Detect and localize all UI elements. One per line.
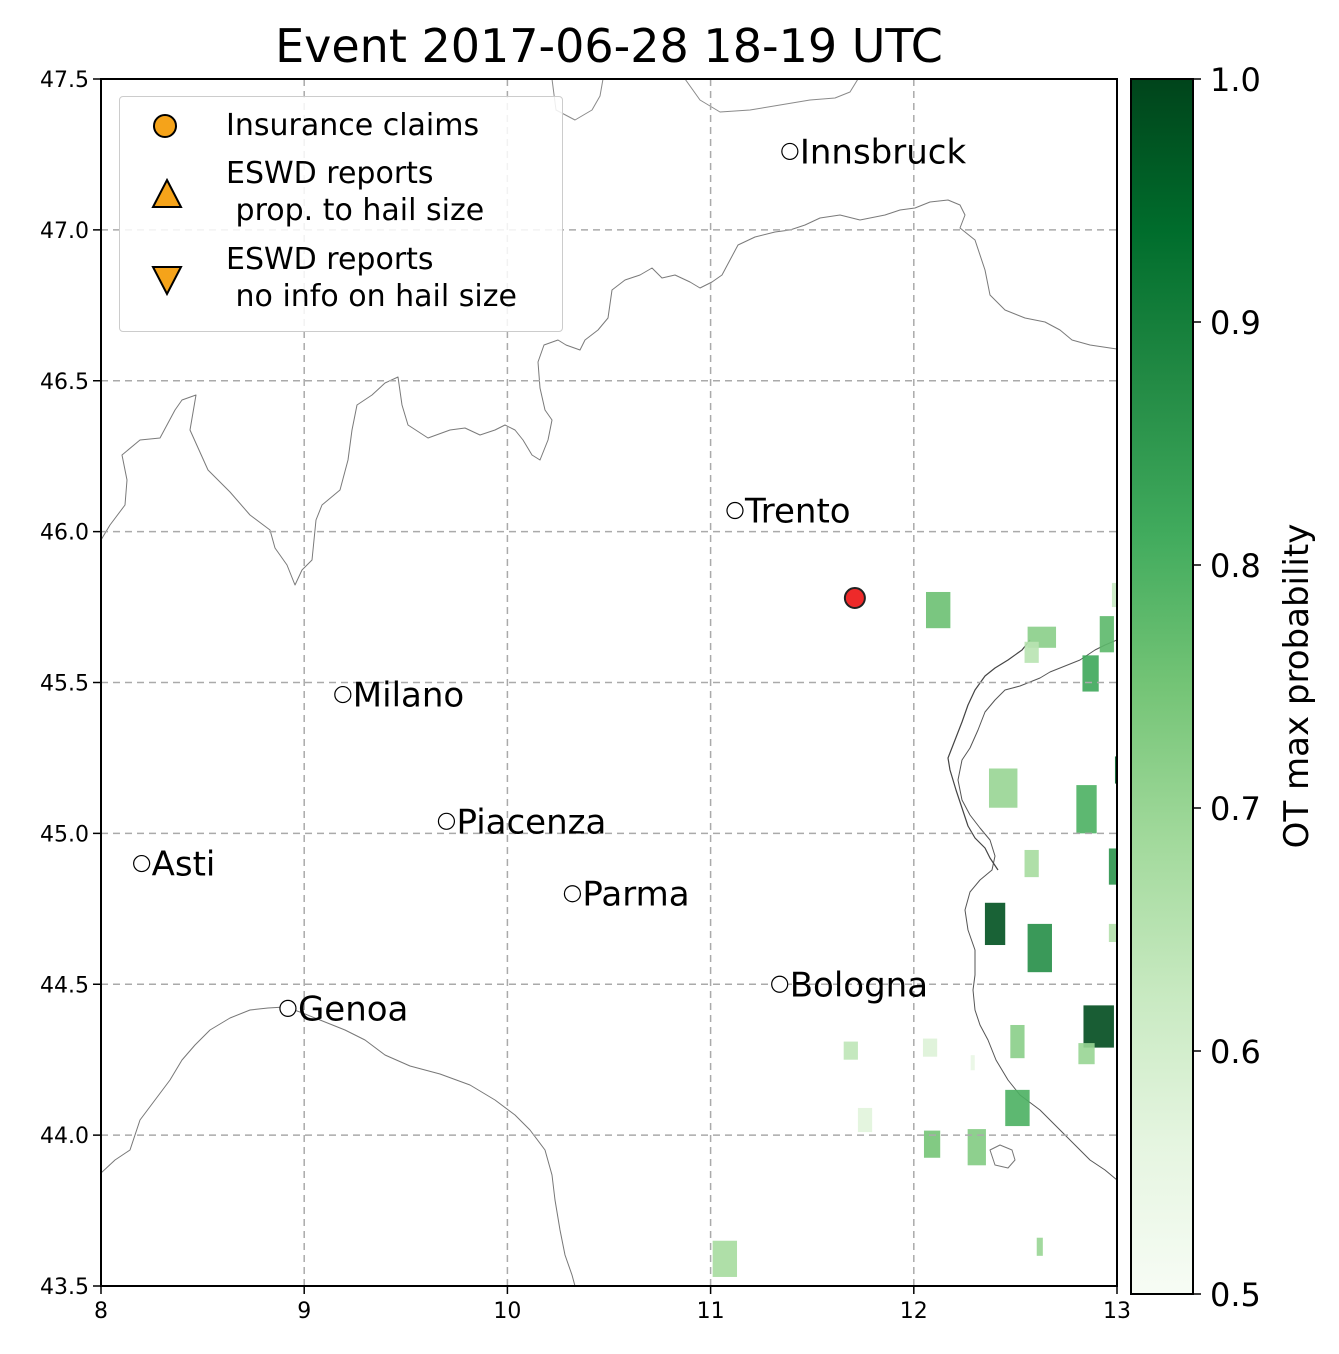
y-tick-label: 47.5 [40,68,89,93]
ot-patch [988,768,1018,808]
ligurian-coastline [101,1006,576,1286]
colorbar-tick-label: 0.9 [1210,304,1261,342]
ot-probability-patches [712,582,1117,1277]
ot-patch [857,1107,873,1133]
city-marker [334,685,352,704]
ot-patch [1078,1043,1095,1065]
insurance-claim-point [843,587,866,610]
colorbar-tick-label: 0.8 [1210,547,1261,585]
y-tick-label: 44.0 [40,1124,89,1149]
ot-patch [1027,923,1052,973]
ot-patch [1111,582,1117,608]
city-label: Genoa [298,989,408,1029]
x-tick-label: 9 [297,1299,311,1324]
city-marker [726,501,744,520]
y-axis-ticks: 43.5 44.0 44.5 45.0 45.5 46.0 46.5 47.0 47.5 [40,68,101,1300]
x-axis-ticks: 8 9 10 11 12 13 [94,1286,1131,1324]
city-label: Innsbruck [800,132,967,172]
colorbar-tick-label: 1.0 [1210,61,1261,99]
ot-patch [1005,1089,1030,1127]
city-marker [437,812,456,830]
ot-patch [1082,655,1099,692]
colorbar [1130,78,1194,1295]
orange-circle-icon [153,114,177,138]
x-tick-label: 12 [900,1299,928,1324]
y-tick-label: 45.5 [40,672,89,697]
city-marker [563,885,582,903]
country-borders [101,79,1117,1286]
ot-patch [925,591,951,629]
city-marker [279,999,297,1017]
city-marker [771,975,789,993]
x-tick-label: 8 [94,1299,108,1324]
y-tick-label: 44.5 [40,973,89,998]
city-label: Asti [152,845,216,885]
y-tick-label: 45.0 [40,822,89,847]
grid-lines [101,79,1117,1286]
y-tick-label: 46.5 [40,370,89,395]
chart-title: Event 2017-06-28 18-19 UTC [275,19,943,73]
city-marker [133,854,151,873]
ot-patch [1099,616,1114,653]
ot-patch [712,1240,738,1277]
ot-patch [984,902,1006,946]
orange-triangle-down-icon [151,266,183,297]
ot-patch [1024,641,1039,663]
ot-patch [1108,923,1117,943]
colorbar-tick-label: 0.5 [1210,1276,1261,1314]
y-tick-label: 43.5 [40,1275,89,1300]
insurance-claim-markers [843,587,866,610]
city-label: Bologna [790,965,928,1005]
ot-patch [967,1129,986,1166]
alpine-border-line [101,199,1117,586]
island-outline [989,1144,1016,1169]
city-label: Parma [582,875,689,915]
ot-patch [843,1041,858,1060]
colorbar-ticks: 0.5 0.6 0.7 0.8 0.9 1.0 [1193,61,1261,1314]
legend: Insurance claims ESWD reports prop. to h… [119,96,563,332]
city-marker [781,142,799,161]
city-markers: Innsbruck Trento Milano Piacenza Asti Parma Bo… [133,132,967,1029]
y-tick-label: 47.0 [40,219,89,244]
colorbar-tick-label: 0.6 [1210,1033,1261,1071]
orange-triangle-up-icon [151,177,183,208]
ot-patch [1010,1024,1025,1059]
y-tick-label: 46.0 [40,521,89,546]
city-label: Trento [744,492,851,532]
legend-label-insurance: Insurance claims [226,108,480,143]
legend-label-eswd-size: ESWD reports prop. to hail size [226,156,485,228]
ot-patch [923,1130,941,1158]
ot-patch [1108,848,1117,885]
colorbar-tick-label: 0.7 [1210,790,1261,828]
x-tick-label: 11 [697,1299,725,1324]
ot-patch [1024,849,1039,878]
ot-patch [922,1038,938,1057]
ot-patch [1114,756,1117,784]
ot-patch [1036,1237,1043,1256]
colorbar-label: OT max probability [1277,524,1317,849]
ot-patch [1076,785,1097,834]
x-tick-label: 13 [1103,1299,1131,1324]
lagoon-detail [947,639,1031,871]
x-tick-label: 10 [493,1299,521,1324]
ot-patch [970,1055,975,1071]
ot-patch [1083,1005,1114,1048]
city-label: Milano [353,676,464,716]
city-label: Piacenza [456,802,606,842]
legend-label-eswd-noinfo: ESWD reports no info on hail size [226,242,517,314]
north-border-fragment [684,79,859,113]
